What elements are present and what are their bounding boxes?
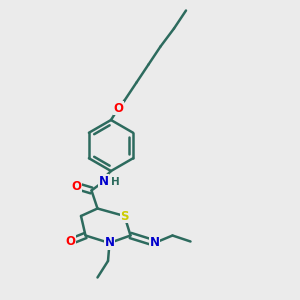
Text: N: N xyxy=(98,175,109,188)
Text: N: N xyxy=(149,236,160,250)
Text: S: S xyxy=(120,209,129,223)
Text: O: O xyxy=(65,235,76,248)
Text: O: O xyxy=(113,101,124,115)
Text: O: O xyxy=(71,179,82,193)
Text: H: H xyxy=(110,177,119,188)
Text: N: N xyxy=(104,236,115,250)
